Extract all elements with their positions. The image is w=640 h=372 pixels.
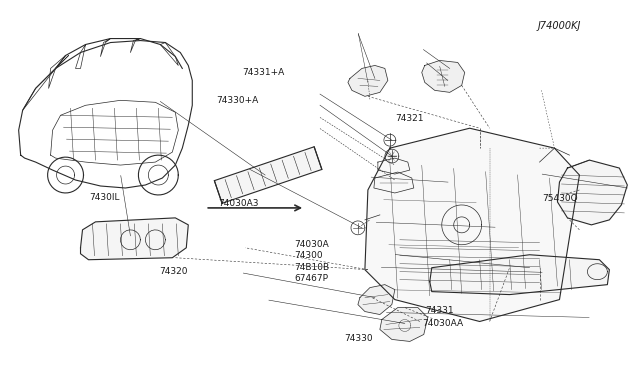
Polygon shape bbox=[81, 218, 188, 260]
Text: 74331+A: 74331+A bbox=[242, 68, 284, 77]
Polygon shape bbox=[380, 308, 428, 341]
Polygon shape bbox=[214, 147, 322, 203]
Text: 74B10B: 74B10B bbox=[294, 263, 330, 272]
Text: 67467P: 67467P bbox=[294, 274, 328, 283]
Polygon shape bbox=[348, 65, 388, 96]
Text: 74030AA: 74030AA bbox=[422, 319, 463, 328]
Text: 74300: 74300 bbox=[294, 251, 323, 260]
Polygon shape bbox=[422, 61, 465, 92]
Text: 74330: 74330 bbox=[344, 334, 373, 343]
Text: 74030A3: 74030A3 bbox=[218, 199, 259, 208]
Polygon shape bbox=[557, 160, 627, 225]
Text: 75430Q: 75430Q bbox=[542, 195, 578, 203]
Text: 74030A: 74030A bbox=[294, 240, 329, 249]
Text: 74320: 74320 bbox=[159, 267, 188, 276]
Text: 74331: 74331 bbox=[426, 306, 454, 315]
Text: 74321: 74321 bbox=[396, 114, 424, 123]
Text: J74000KJ: J74000KJ bbox=[537, 21, 580, 31]
Polygon shape bbox=[365, 128, 579, 321]
Text: 74330+A: 74330+A bbox=[216, 96, 259, 105]
Text: 7430IL: 7430IL bbox=[89, 193, 119, 202]
Polygon shape bbox=[358, 285, 395, 314]
Polygon shape bbox=[430, 255, 609, 295]
